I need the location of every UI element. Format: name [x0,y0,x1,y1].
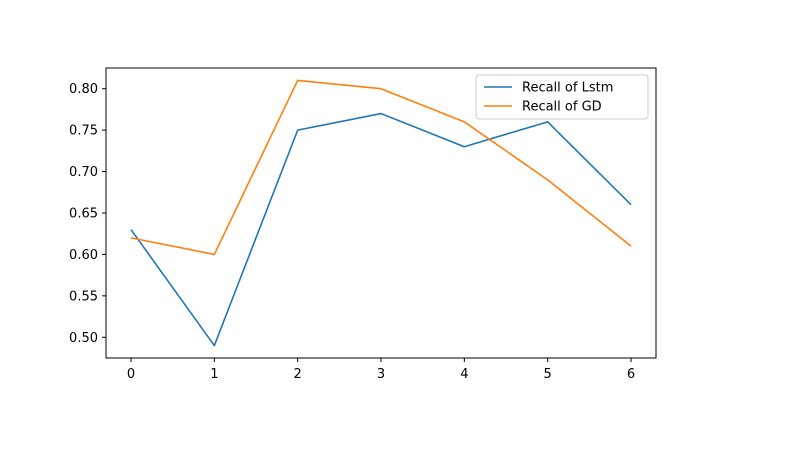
y-tick-label: 0.60 [69,248,98,263]
series-layer [130,79,632,347]
x-tick-label: 2 [294,367,302,382]
y-tick-label: 0.80 [69,82,98,97]
series-line-1 [130,79,632,256]
axes-layer: 0 1 2 3 4 5 6 0.50 0.55 0.60 0.65 0.70 0.75 0.80 [69,67,657,382]
y-tick-label: 0.50 [69,331,98,346]
y-tick-label: 0.65 [69,207,98,222]
series-line-0 [130,112,632,347]
legend: Recall of Lstm Recall of GD [475,74,649,120]
x-tick-label: 4 [460,367,468,382]
y-tick-label: 0.55 [69,289,98,304]
x-tick-label: 5 [544,367,552,382]
y-tick-label: 0.70 [69,165,98,180]
legend-label: Recall of Lstm [522,81,613,96]
x-tick-label: 3 [377,367,385,382]
y-tick-label: 0.75 [69,124,98,139]
x-tick-label: 0 [127,367,135,382]
legend-label: Recall of GD [522,100,602,115]
x-tick-label: 1 [210,367,218,382]
legend-box [475,74,649,120]
x-tick-label: 6 [627,367,635,382]
